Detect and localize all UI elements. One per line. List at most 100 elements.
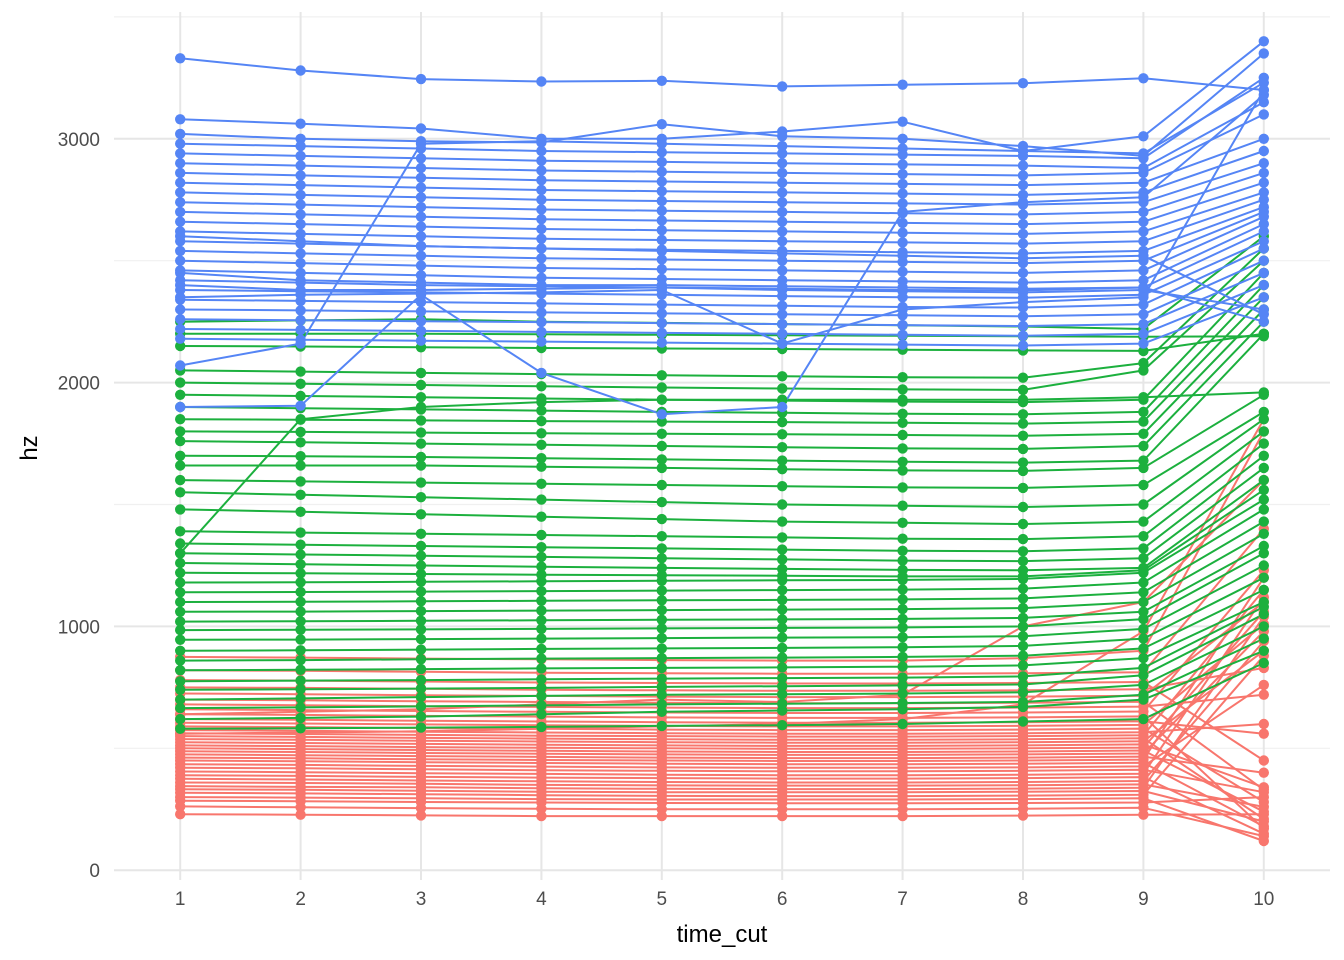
series-line — [180, 418, 1265, 508]
data-point — [656, 614, 667, 625]
data-point — [1138, 652, 1149, 664]
series-line — [180, 545, 1265, 623]
data-point — [777, 481, 788, 492]
data-point — [1017, 465, 1029, 477]
data-point — [295, 366, 306, 377]
data-point — [295, 634, 306, 645]
series-line — [180, 576, 1265, 652]
data-point — [1138, 428, 1149, 439]
data-point — [415, 683, 427, 694]
data-point — [1017, 443, 1029, 455]
data-point — [175, 634, 186, 645]
data-point — [1138, 562, 1149, 574]
data-point — [897, 632, 908, 643]
y-axis-ticks: 0 1000 2000 3000 — [58, 130, 100, 882]
data-point — [175, 557, 186, 569]
data-point — [175, 577, 186, 588]
data-point — [1138, 553, 1149, 564]
data-point — [656, 496, 667, 508]
data-point — [656, 299, 667, 310]
data-point — [656, 166, 667, 177]
data-point — [415, 615, 427, 626]
data-point — [1258, 645, 1270, 656]
data-point — [175, 596, 186, 608]
series-line — [180, 430, 1265, 525]
data-point — [897, 394, 908, 405]
data-point — [897, 718, 908, 730]
data-point — [175, 587, 186, 598]
data-point — [897, 517, 908, 528]
data-point — [1017, 687, 1029, 698]
data-point — [1258, 255, 1270, 266]
data-point — [656, 327, 667, 339]
data-point — [1017, 679, 1029, 690]
series-line — [180, 662, 1265, 730]
data-point — [1258, 309, 1270, 320]
series-line — [180, 650, 1265, 744]
data-point — [415, 153, 427, 164]
data-point — [1138, 440, 1149, 452]
data-point — [897, 672, 908, 683]
data-point — [777, 265, 788, 276]
data-point — [1258, 728, 1270, 739]
data-point — [1138, 282, 1149, 293]
series-line — [180, 813, 1264, 818]
data-point — [175, 474, 186, 486]
data-point — [777, 131, 788, 142]
series-line — [180, 94, 1265, 416]
data-point — [656, 245, 667, 257]
data-point — [1138, 499, 1149, 510]
data-point — [175, 616, 186, 627]
data-point — [777, 338, 788, 349]
data-point — [897, 680, 908, 691]
data-point — [295, 275, 306, 286]
data-point — [415, 379, 427, 391]
y-tick-label: 0 — [89, 861, 100, 882]
data-point — [175, 197, 186, 208]
data-point — [175, 158, 186, 169]
data-point — [536, 204, 547, 215]
data-point — [415, 316, 427, 327]
series-line — [180, 162, 1265, 206]
data-point — [1017, 501, 1029, 513]
series-line — [180, 759, 1265, 828]
data-point — [1017, 593, 1029, 604]
data-point — [415, 123, 427, 134]
data-point — [295, 606, 306, 617]
data-point — [897, 408, 908, 419]
series-line — [180, 240, 1265, 299]
data-point — [897, 188, 908, 199]
data-point — [295, 577, 306, 588]
data-point — [295, 209, 306, 220]
x-tick-label: 1 — [175, 889, 186, 910]
data-point — [536, 155, 547, 166]
data-point — [295, 65, 306, 76]
data-point — [415, 335, 427, 346]
data-point — [1017, 330, 1029, 341]
data-point — [777, 318, 788, 330]
data-point — [1258, 504, 1270, 515]
data-point — [1258, 462, 1270, 474]
data-point — [656, 585, 667, 596]
data-point — [175, 216, 186, 227]
data-point — [415, 221, 427, 232]
data-point — [777, 226, 788, 237]
data-point — [295, 324, 306, 336]
data-point — [1258, 236, 1270, 247]
data-point — [415, 528, 427, 539]
data-point — [295, 451, 306, 462]
data-point — [415, 392, 427, 403]
data-point — [415, 415, 427, 426]
data-point — [1258, 516, 1270, 527]
data-point — [415, 633, 427, 645]
data-point — [415, 654, 427, 665]
data-point — [175, 487, 186, 498]
data-point — [295, 616, 306, 627]
data-point — [656, 440, 667, 452]
data-point — [656, 604, 667, 616]
data-point — [1138, 328, 1149, 339]
data-point — [897, 482, 908, 493]
data-point — [175, 245, 186, 257]
data-point — [175, 401, 186, 413]
x-axis-title: time_cut — [677, 921, 768, 948]
